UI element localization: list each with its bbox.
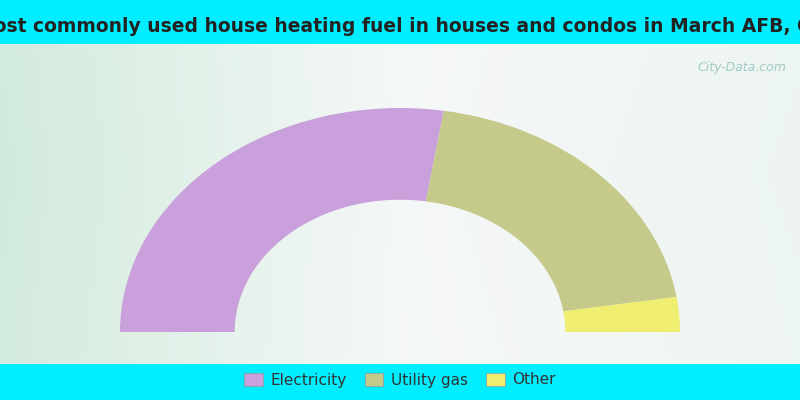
Wedge shape — [563, 297, 680, 332]
Wedge shape — [426, 111, 677, 311]
Text: City-Data.com: City-Data.com — [698, 61, 786, 74]
Legend: Electricity, Utility gas, Other: Electricity, Utility gas, Other — [238, 366, 562, 394]
Wedge shape — [120, 108, 444, 332]
Text: Most commonly used house heating fuel in houses and condos in March AFB, CA: Most commonly used house heating fuel in… — [0, 16, 800, 36]
